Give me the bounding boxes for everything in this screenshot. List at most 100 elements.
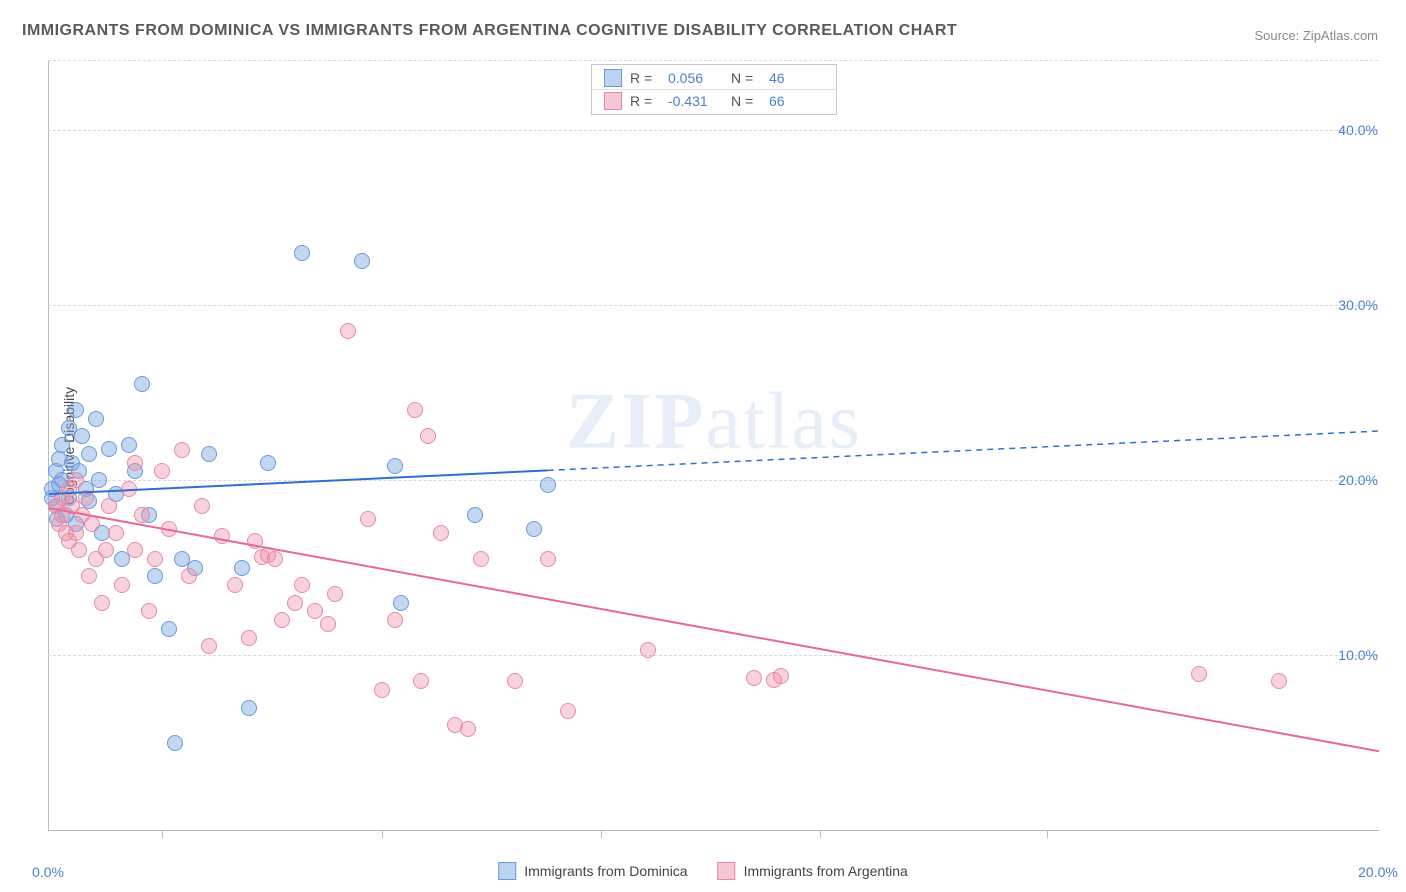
data-point-argentina [340,323,356,339]
data-point-dominica [201,446,217,462]
data-point-dominica [526,521,542,537]
data-point-dominica [260,455,276,471]
stats-row-argentina: R =-0.431 N =66 [592,90,836,112]
data-point-dominica [393,595,409,611]
data-point-argentina [174,442,190,458]
data-point-argentina [287,595,303,611]
data-point-dominica [134,376,150,392]
legend-item-dominica: Immigrants from Dominica [498,862,687,880]
bottom-legend: Immigrants from Dominica Immigrants from… [498,862,908,880]
plot-area: ZIPatlas R =0.056 N =46 R =-0.431 N =66 [48,60,1379,831]
data-point-argentina [460,721,476,737]
data-point-argentina [101,498,117,514]
data-point-argentina [360,511,376,527]
y-tick-label: 20.0% [1338,472,1378,488]
y-tick-label: 10.0% [1338,647,1378,663]
data-point-argentina [68,472,84,488]
gridline [48,480,1378,481]
swatch-dominica-icon [498,862,516,880]
data-point-argentina [507,673,523,689]
y-tick-label: 30.0% [1338,297,1378,313]
swatch-argentina-icon [604,92,622,110]
data-point-dominica [354,253,370,269]
stats-box: R =0.056 N =46 R =-0.431 N =66 [591,64,837,115]
data-point-dominica [101,441,117,457]
data-point-argentina [307,603,323,619]
data-point-argentina [134,507,150,523]
data-point-argentina [98,542,114,558]
gridline [48,60,1378,61]
data-point-argentina [71,542,87,558]
gridline [48,305,1378,306]
data-point-argentina [161,521,177,537]
data-point-argentina [773,668,789,684]
legend-label: Immigrants from Argentina [744,863,908,879]
data-point-dominica [467,507,483,523]
data-point-argentina [94,595,110,611]
swatch-dominica-icon [604,69,622,87]
data-point-argentina [194,498,210,514]
data-point-dominica [241,700,257,716]
data-point-argentina [121,481,137,497]
x-tick [382,830,383,838]
data-point-argentina [141,603,157,619]
data-point-argentina [433,525,449,541]
data-point-argentina [387,612,403,628]
x-tick [162,830,163,838]
data-point-argentina [84,516,100,532]
data-point-argentina [247,533,263,549]
data-point-argentina [294,577,310,593]
x-tick [820,830,821,838]
gridline [48,130,1378,131]
gridline [48,655,1378,656]
data-point-argentina [746,670,762,686]
data-point-argentina [274,612,290,628]
data-point-argentina [114,577,130,593]
x-tick [601,830,602,838]
data-point-argentina [81,568,97,584]
data-point-argentina [241,630,257,646]
legend-item-argentina: Immigrants from Argentina [718,862,908,880]
data-point-argentina [68,525,84,541]
data-point-argentina [640,642,656,658]
data-point-dominica [540,477,556,493]
data-point-argentina [201,638,217,654]
stats-row-dominica: R =0.056 N =46 [592,67,836,89]
y-tick-label: 40.0% [1338,122,1378,138]
chart-title: IMMIGRANTS FROM DOMINICA VS IMMIGRANTS F… [22,22,957,40]
data-point-dominica [74,428,90,444]
data-point-argentina [374,682,390,698]
data-point-dominica [88,411,104,427]
source-attribution: Source: ZipAtlas.com [1254,28,1378,43]
data-point-argentina [540,551,556,567]
data-point-argentina [327,586,343,602]
data-point-argentina [1271,673,1287,689]
data-point-argentina [320,616,336,632]
data-point-argentina [560,703,576,719]
watermark: ZIPatlas [566,376,862,467]
data-point-argentina [420,428,436,444]
x-tick-label: 0.0% [32,864,64,880]
data-point-argentina [214,528,230,544]
data-point-dominica [147,568,163,584]
data-point-argentina [108,525,124,541]
data-point-argentina [181,568,197,584]
data-point-dominica [294,245,310,261]
data-point-dominica [234,560,250,576]
data-point-argentina [127,542,143,558]
data-point-argentina [227,577,243,593]
data-point-argentina [413,673,429,689]
data-point-dominica [161,621,177,637]
legend-label: Immigrants from Dominica [524,863,687,879]
data-point-argentina [473,551,489,567]
data-point-dominica [54,437,70,453]
data-point-dominica [81,446,97,462]
data-point-argentina [154,463,170,479]
data-point-dominica [68,402,84,418]
data-point-argentina [78,490,94,506]
data-point-argentina [267,551,283,567]
data-point-dominica [91,472,107,488]
data-point-argentina [127,455,143,471]
data-point-argentina [1191,666,1207,682]
data-point-dominica [121,437,137,453]
